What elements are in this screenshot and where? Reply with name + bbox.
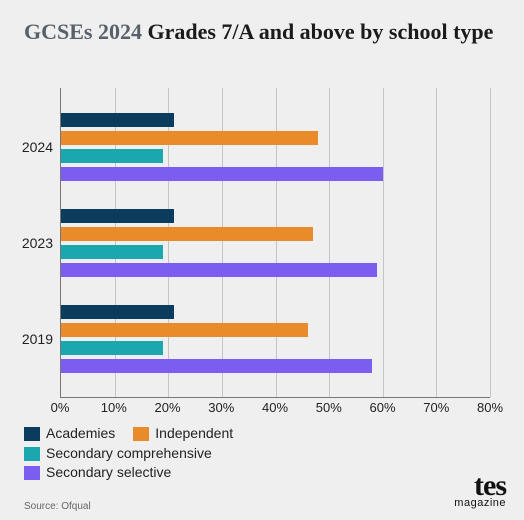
bar-academies [61, 305, 174, 319]
source-line: Source: Ofqual [24, 501, 91, 512]
bar-comprehensive [61, 341, 163, 355]
bar-academies [61, 209, 174, 223]
bar-independent [61, 131, 318, 145]
bar-independent [61, 227, 313, 241]
bar-selective [61, 167, 383, 181]
bar-comprehensive [61, 149, 163, 163]
x-tick-label: 40% [262, 400, 288, 415]
year-group: 2024 [61, 113, 490, 181]
plot-region: 2024 2023 2019 [60, 88, 490, 398]
chart-area: 2024 2023 2019 [60, 88, 490, 398]
legend-label: Independent [155, 425, 233, 441]
legend-swatch [133, 427, 149, 441]
y-tick-label: 2019 [22, 331, 53, 347]
bar-selective [61, 263, 377, 277]
year-group: 2023 [61, 209, 490, 277]
legend-row: Academies Independent [24, 424, 464, 441]
x-tick-label: 80% [477, 400, 503, 415]
x-tick-label: 0% [51, 400, 70, 415]
legend-item-comprehensive: Secondary comprehensive [24, 445, 212, 461]
legend: Academies Independent Secondary comprehen… [24, 424, 464, 482]
x-tick-label: 50% [316, 400, 342, 415]
bar-independent [61, 323, 308, 337]
legend-label: Academies [46, 425, 115, 441]
title-light: GCSEs 2024 [24, 19, 142, 44]
gridline [490, 88, 491, 397]
legend-swatch [24, 427, 40, 441]
x-axis-labels: 0%10%20%30%40%50%60%70%80% [60, 400, 490, 418]
brand-main: tes [454, 473, 506, 499]
brand-sub: magazine [454, 499, 506, 508]
legend-item-independent: Independent [133, 425, 233, 441]
legend-label: Secondary comprehensive [46, 445, 212, 461]
y-tick-label: 2024 [22, 139, 53, 155]
brand-logo: tes magazine [454, 473, 506, 508]
x-tick-label: 20% [154, 400, 180, 415]
legend-swatch [24, 447, 40, 461]
bar-academies [61, 113, 174, 127]
year-group: 2019 [61, 305, 490, 373]
legend-item-selective: Secondary selective [24, 464, 171, 480]
x-tick-label: 30% [208, 400, 234, 415]
legend-row: Secondary selective [24, 463, 464, 480]
legend-item-academies: Academies [24, 425, 115, 441]
title-dark: Grades 7/A and above by school type [147, 19, 493, 44]
x-tick-label: 60% [369, 400, 395, 415]
legend-label: Secondary selective [46, 464, 171, 480]
legend-swatch [24, 466, 40, 480]
legend-row: Secondary comprehensive [24, 443, 464, 460]
bar-selective [61, 359, 372, 373]
y-tick-label: 2023 [22, 235, 53, 251]
chart-title: GCSEs 2024 Grades 7/A and above by schoo… [0, 0, 524, 52]
bar-comprehensive [61, 245, 163, 259]
x-tick-label: 10% [101, 400, 127, 415]
x-tick-label: 70% [423, 400, 449, 415]
